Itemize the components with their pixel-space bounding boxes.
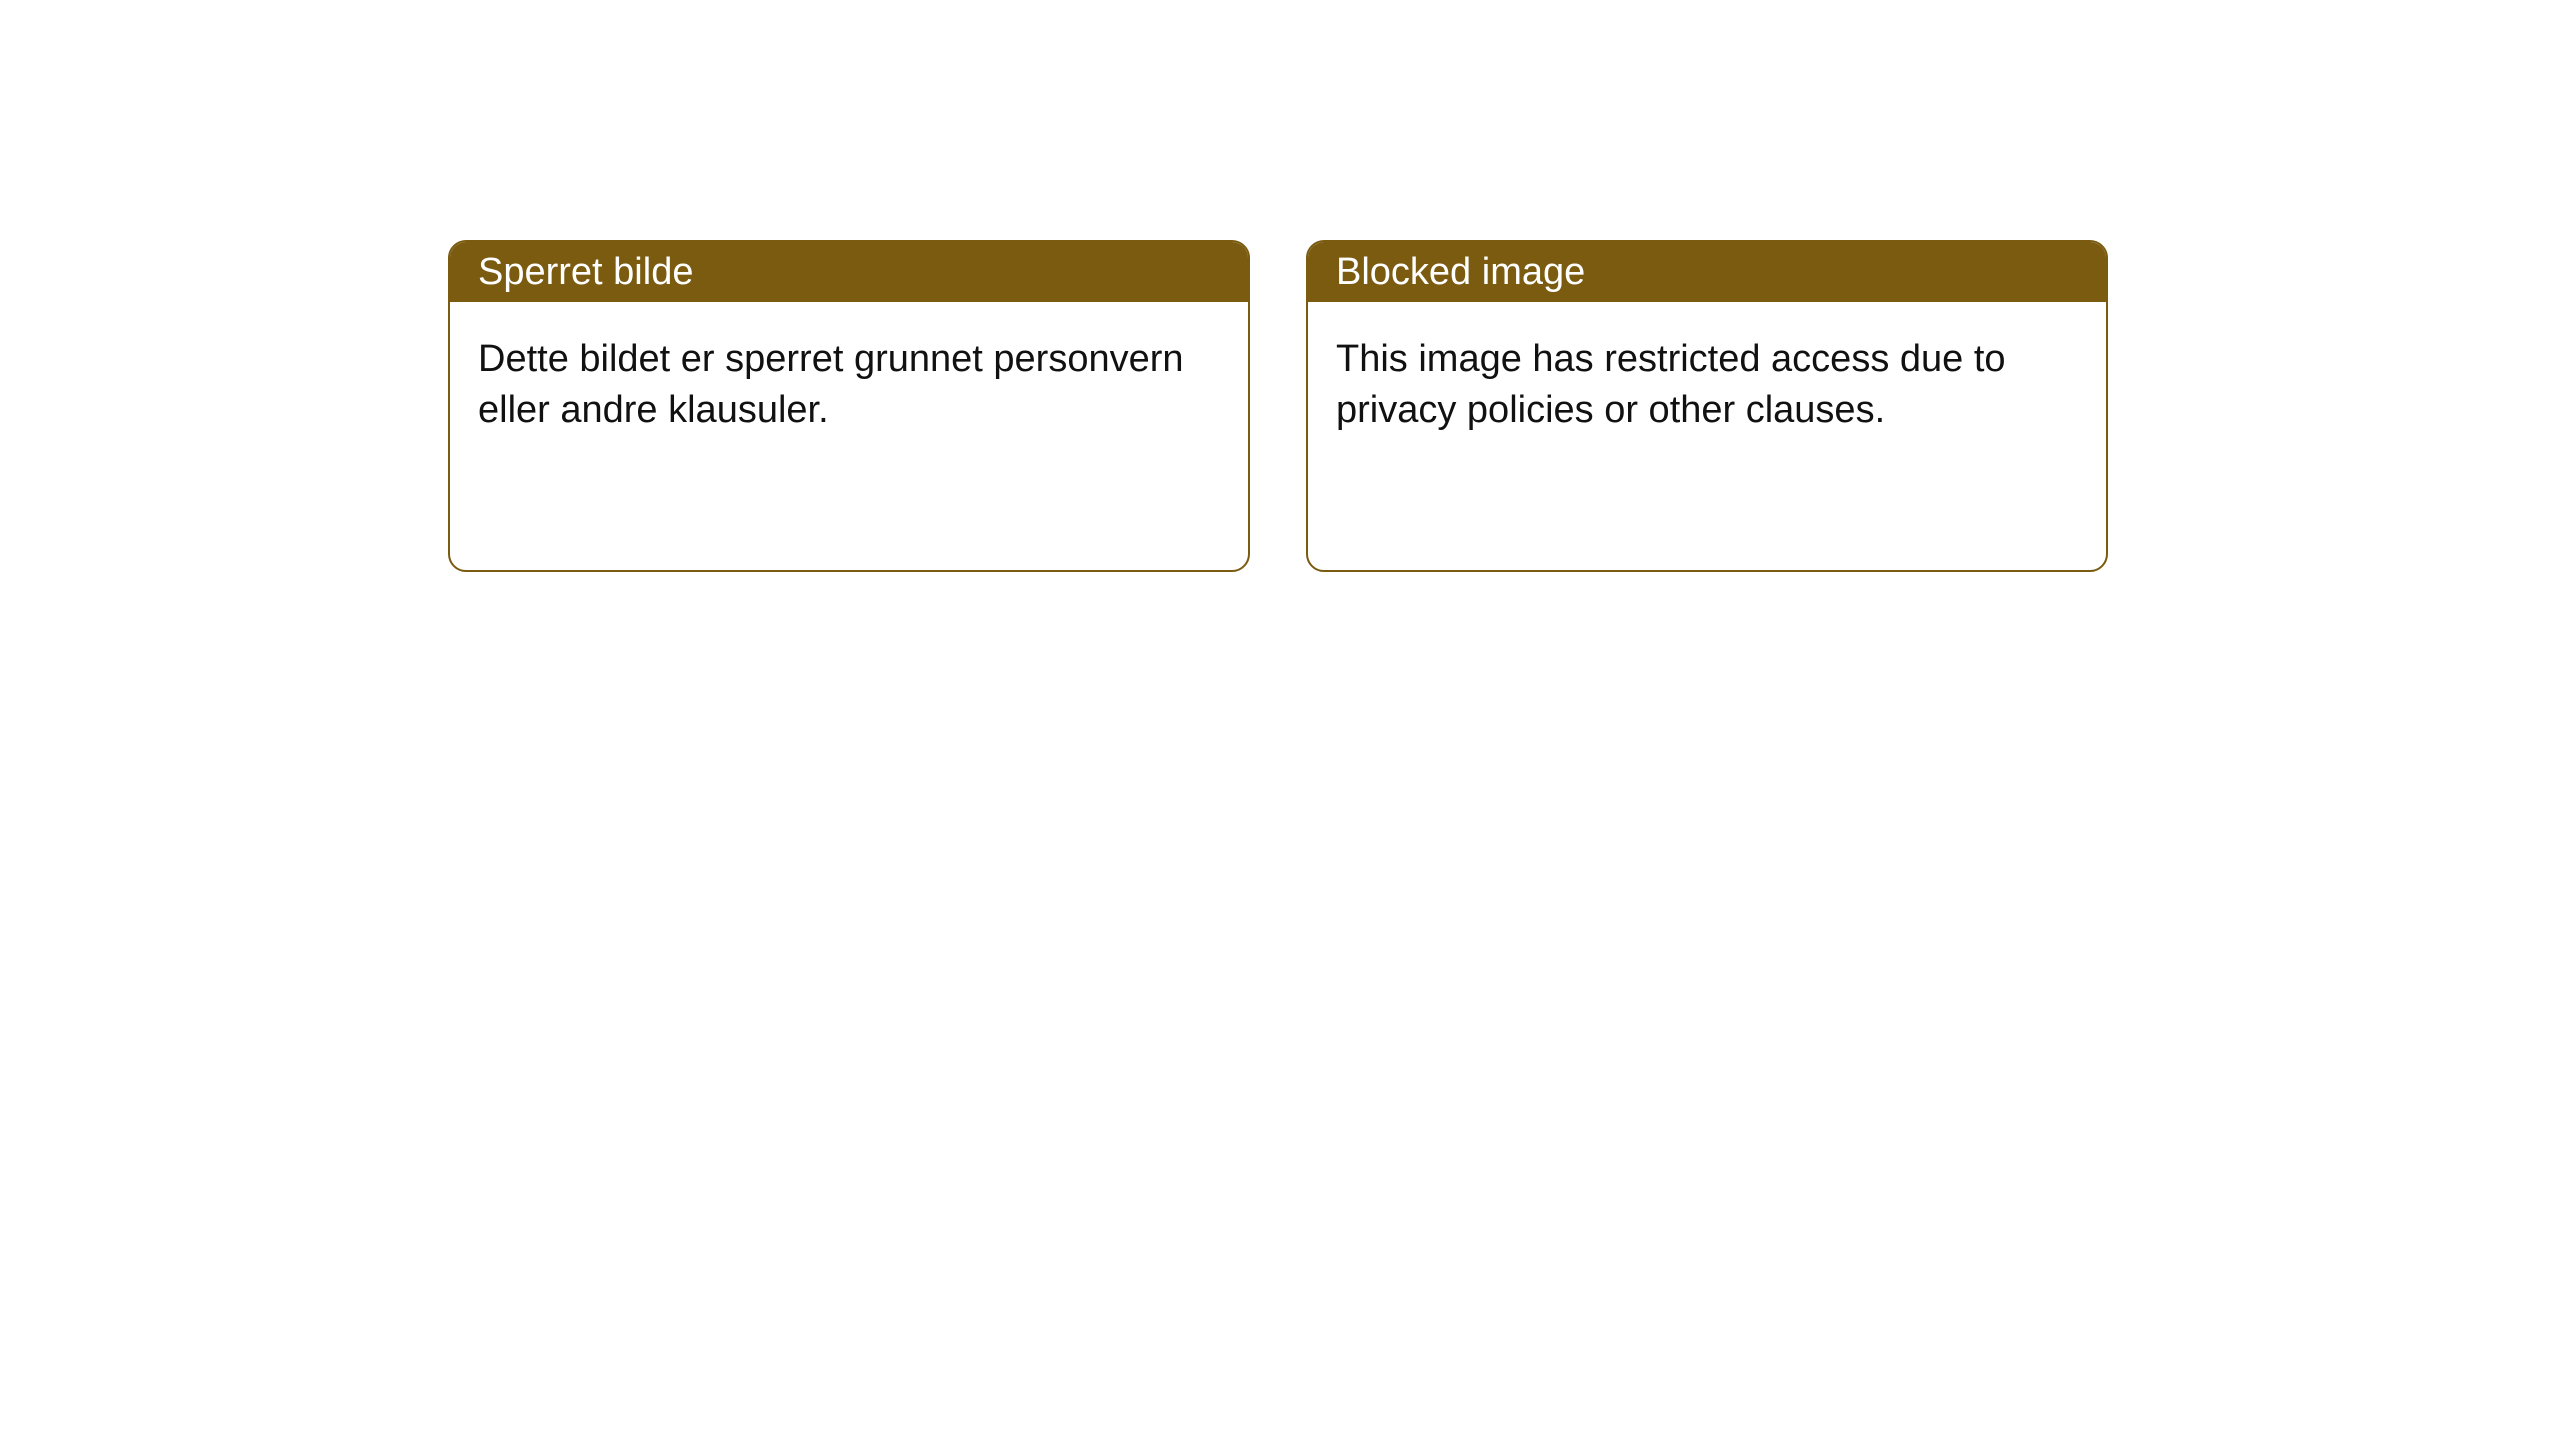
notice-card-en: Blocked image This image has restricted … [1306, 240, 2108, 572]
notice-card-header: Blocked image [1308, 242, 2106, 302]
notice-card-no: Sperret bilde Dette bildet er sperret gr… [448, 240, 1250, 572]
page: Sperret bilde Dette bildet er sperret gr… [0, 0, 2560, 1440]
card-row: Sperret bilde Dette bildet er sperret gr… [448, 240, 2108, 572]
notice-card-body: This image has restricted access due to … [1308, 302, 2106, 437]
notice-card-header: Sperret bilde [450, 242, 1248, 302]
notice-card-body: Dette bildet er sperret grunnet personve… [450, 302, 1248, 437]
